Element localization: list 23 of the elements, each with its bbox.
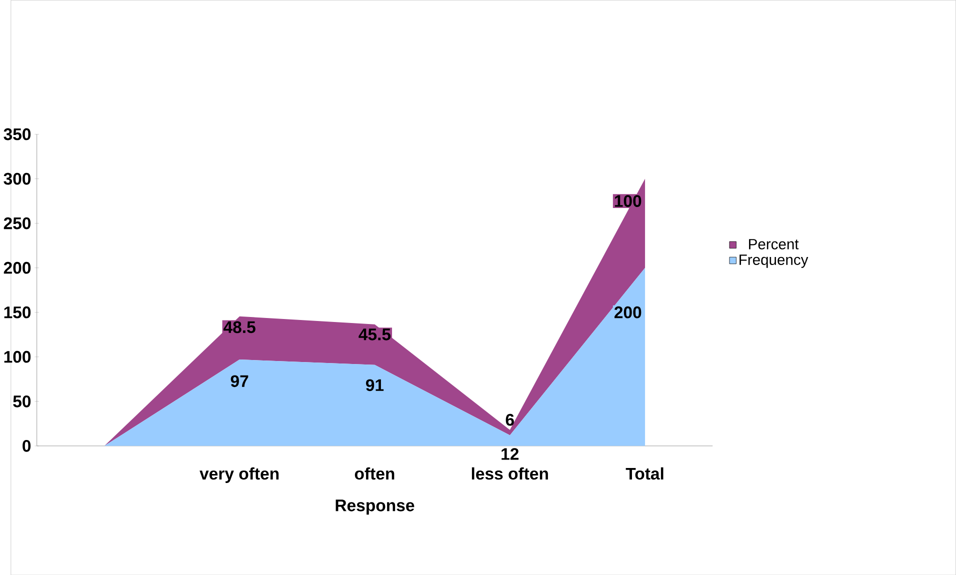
x-axis-title: Response xyxy=(336,500,414,515)
y-tick-label: 150 xyxy=(4,306,31,318)
data-label: 6 xyxy=(506,414,514,426)
y-tick-label: 0 xyxy=(22,440,31,452)
legend-label: Frequency xyxy=(740,254,808,268)
data-label: 100 xyxy=(614,194,642,207)
data-label: 12 xyxy=(502,448,519,460)
x-tick-label: Total xyxy=(626,467,664,480)
y-tick-label: 200 xyxy=(4,262,31,274)
x-tick-label: less often xyxy=(472,467,548,480)
x-tick-label: very often xyxy=(200,467,279,483)
data-label: 97 xyxy=(230,375,248,387)
data-label: 200 xyxy=(614,306,642,318)
data-label: 48.5 xyxy=(224,321,256,333)
y-tick-label: 50 xyxy=(13,395,31,408)
data-label: 91 xyxy=(366,379,384,391)
x-tick-label: often xyxy=(354,467,394,480)
data-label: 45.5 xyxy=(358,328,391,340)
legend-label: Percent xyxy=(749,238,799,250)
y-tick-label: 250 xyxy=(4,217,31,230)
y-tick-label: 100 xyxy=(4,350,31,363)
y-tick-label: 350 xyxy=(4,128,31,140)
y-tick-label: 300 xyxy=(4,172,31,185)
